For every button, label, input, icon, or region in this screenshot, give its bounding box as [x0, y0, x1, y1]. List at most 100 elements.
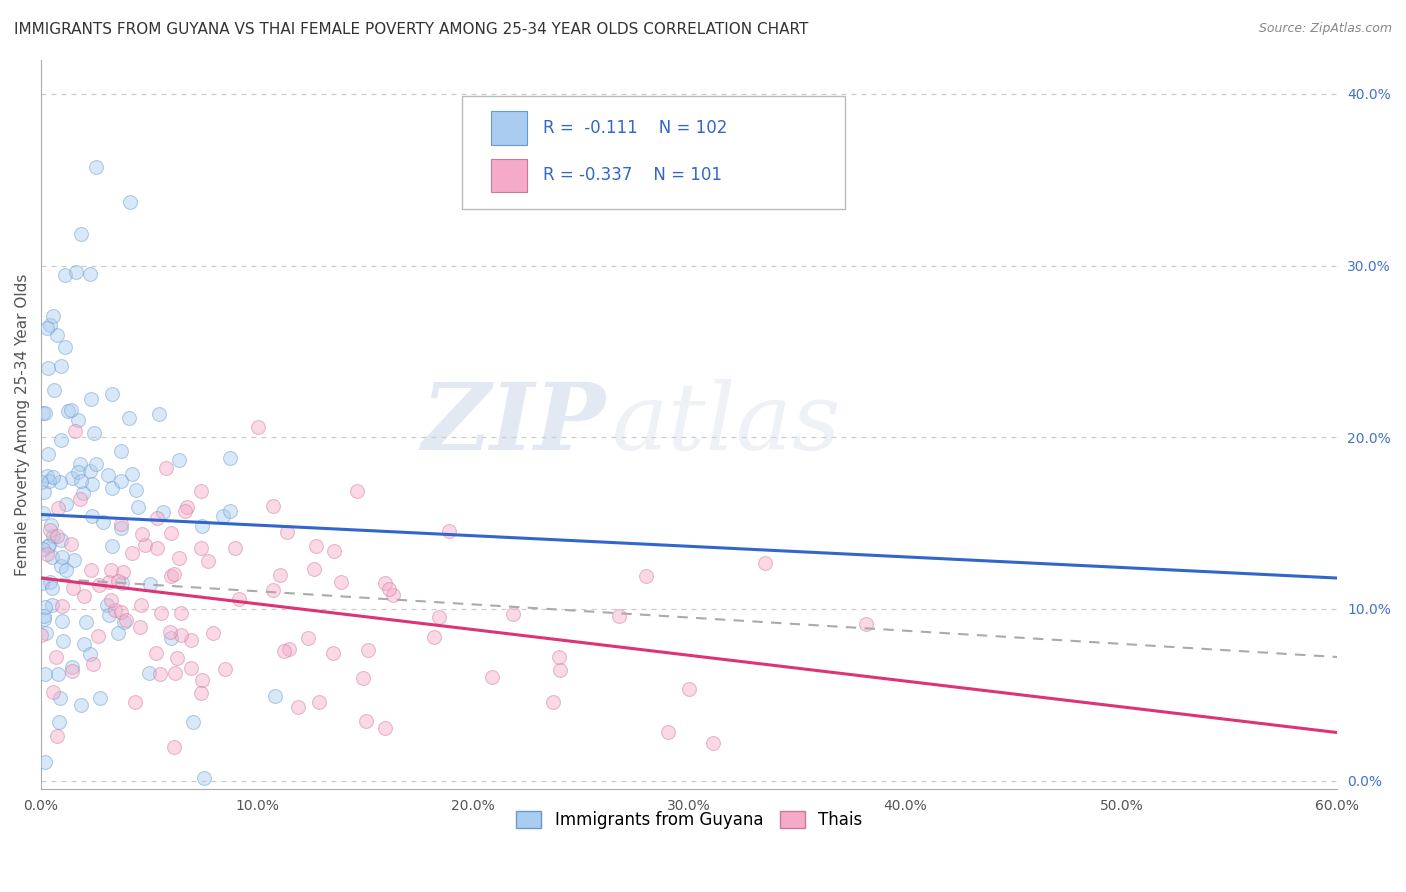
- Point: [165, 665, 187, 680]
- Point: [262, 499, 284, 513]
- Point: [357, 643, 380, 657]
- Point: [42, 384, 65, 398]
- Point: [55, 563, 77, 577]
- Point: [41, 599, 63, 613]
- Point: [117, 411, 139, 425]
- Point: [107, 625, 129, 640]
- Text: ZIP: ZIP: [420, 379, 605, 469]
- Point: [702, 736, 724, 750]
- Point: [34, 406, 56, 420]
- Point: [32, 608, 55, 623]
- Point: [190, 541, 212, 555]
- Point: [66, 466, 89, 480]
- Point: [176, 500, 198, 514]
- Point: [110, 521, 132, 535]
- Point: [31, 506, 53, 520]
- Point: [170, 628, 193, 642]
- Point: [502, 607, 524, 621]
- Point: [69, 491, 91, 506]
- Point: [139, 577, 162, 591]
- Point: [107, 574, 129, 588]
- Point: [190, 685, 212, 699]
- Point: [69, 227, 91, 242]
- Point: [134, 538, 156, 552]
- Point: [427, 609, 450, 624]
- Point: [322, 544, 344, 558]
- Point: [356, 714, 378, 729]
- Point: [121, 467, 143, 482]
- Legend: Immigrants from Guyana, Thais: Immigrants from Guyana, Thais: [509, 804, 869, 836]
- Point: [374, 575, 396, 590]
- Point: [120, 194, 142, 209]
- Point: [83, 425, 105, 440]
- Point: [42, 685, 65, 699]
- Point: [34, 612, 56, 626]
- Point: [100, 593, 122, 607]
- Point: [35, 626, 58, 640]
- Point: [550, 663, 572, 677]
- Point: [97, 607, 120, 622]
- Point: [70, 698, 93, 712]
- Point: [150, 607, 173, 621]
- Point: [69, 458, 91, 472]
- Point: [224, 541, 246, 555]
- Point: [34, 667, 56, 681]
- Point: [39, 574, 62, 589]
- Point: [159, 624, 181, 639]
- Point: [121, 545, 143, 559]
- Point: [160, 526, 183, 541]
- Point: [93, 515, 115, 529]
- Point: [264, 689, 287, 703]
- Point: [124, 695, 146, 709]
- Point: [437, 524, 460, 538]
- Point: [39, 517, 62, 532]
- Point: [125, 483, 148, 497]
- Point: [80, 476, 103, 491]
- Point: [37, 360, 59, 375]
- Point: [163, 739, 186, 754]
- Point: [35, 547, 58, 561]
- Point: [173, 504, 195, 518]
- Point: [51, 549, 73, 564]
- Point: [374, 721, 396, 735]
- Point: [201, 626, 224, 640]
- Y-axis label: Female Poverty Among 25-34 Year Olds: Female Poverty Among 25-34 Year Olds: [15, 273, 30, 575]
- Point: [84, 160, 107, 174]
- Point: [37, 447, 59, 461]
- Point: [42, 309, 65, 323]
- Text: Source: ZipAtlas.com: Source: ZipAtlas.com: [1258, 22, 1392, 36]
- Point: [262, 583, 284, 598]
- Point: [70, 474, 93, 488]
- Point: [72, 486, 94, 500]
- Point: [42, 470, 65, 484]
- Point: [73, 637, 96, 651]
- Point: [103, 602, 125, 616]
- Point: [62, 581, 84, 595]
- Point: [96, 599, 118, 613]
- Point: [167, 551, 190, 566]
- Point: [297, 632, 319, 646]
- Point: [30, 628, 52, 642]
- Point: [180, 632, 202, 647]
- Point: [214, 662, 236, 676]
- Point: [80, 392, 103, 406]
- Point: [32, 485, 55, 500]
- Point: [160, 568, 183, 582]
- Point: [181, 714, 204, 729]
- Point: [49, 690, 72, 705]
- Point: [167, 453, 190, 467]
- Point: [79, 647, 101, 661]
- Point: [38, 475, 60, 489]
- Point: [180, 661, 202, 675]
- Point: [302, 562, 325, 576]
- Point: [46, 729, 69, 743]
- Point: [115, 613, 138, 627]
- Point: [304, 539, 326, 553]
- Point: [75, 615, 97, 629]
- Point: [84, 457, 107, 471]
- Point: [110, 516, 132, 531]
- Point: [278, 641, 301, 656]
- Point: [541, 695, 564, 709]
- Bar: [491, 159, 527, 192]
- Point: [45, 529, 67, 543]
